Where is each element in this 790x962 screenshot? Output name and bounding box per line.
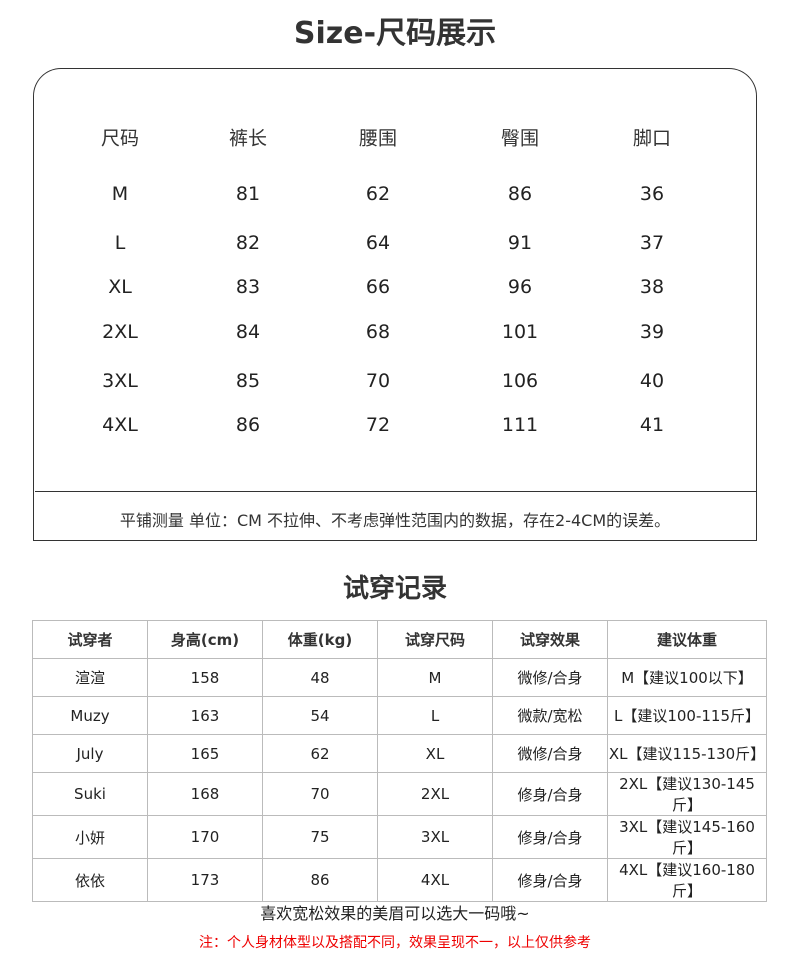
table-cell: XL: [108, 276, 132, 298]
column-header: 尺码: [100, 127, 140, 150]
table-cell: 86: [235, 414, 261, 436]
divider: [35, 491, 757, 492]
table-cell: 163: [147, 696, 263, 735]
table-cell: 84: [235, 321, 261, 343]
table-cell: Suki: [32, 772, 148, 816]
table-cell: 70: [262, 772, 378, 816]
table-cell: L: [377, 696, 493, 735]
column-header: 身高(cm): [147, 620, 263, 659]
table-cell: 4XL: [102, 414, 138, 436]
table-cell: 3XL: [102, 370, 138, 392]
table-cell: L: [114, 232, 126, 254]
column-header: 脚口: [632, 127, 672, 150]
table-cell: 62: [262, 734, 378, 773]
table-cell: 168: [147, 772, 263, 816]
table-cell: 2XL: [377, 772, 493, 816]
table-cell: 72: [365, 414, 391, 436]
table-cell: July: [32, 734, 148, 773]
table-cell: 173: [147, 858, 263, 902]
table-cell: 38: [639, 276, 665, 298]
table-cell: 86: [262, 858, 378, 902]
table-cell: 158: [147, 658, 263, 697]
measurement-note: 平铺测量 单位：CM 不拉伸、不考虑弹性范围内的数据，存在2-4CM的误差。: [119, 511, 671, 530]
column-header: 试穿者: [32, 620, 148, 659]
table-cell: XL: [377, 734, 493, 773]
table-cell: 修身/合身: [492, 815, 608, 859]
table-row: Suki 168 70 2XL 修身/合身 2XL【建议130-145斤】: [32, 772, 767, 816]
table-cell: 依依: [32, 858, 148, 902]
table-cell: 微款/宽松: [492, 696, 608, 735]
disclaimer: 注：个人身材体型以及搭配不同，效果呈现不一，以上仅供参考: [199, 935, 591, 951]
size-tip: 喜欢宽松效果的美眉可以选大一码哦~: [260, 904, 530, 923]
table-row: 渲渲 158 48 M 微修/合身 M【建议100以下】: [32, 658, 767, 697]
table-cell: 111: [501, 414, 539, 436]
table-cell: 40: [639, 370, 665, 392]
tryon-title: 试穿记录: [342, 574, 447, 604]
table-cell: 86: [507, 183, 533, 205]
table-row: 依依 173 86 4XL 修身/合身 4XL【建议160-180斤】: [32, 858, 767, 902]
table-cell: 41: [639, 414, 665, 436]
table-row: July 165 62 XL 微修/合身 XL【建议115-130斤】: [32, 734, 767, 773]
table-row: Muzy 163 54 L 微款/宽松 L【建议100-115斤】: [32, 696, 767, 735]
column-header: 臀围: [500, 127, 540, 150]
column-header: 腰围: [358, 127, 398, 150]
table-cell: 54: [262, 696, 378, 735]
column-header: 试穿尺码: [377, 620, 493, 659]
table-cell: 37: [639, 232, 665, 254]
table-cell: 39: [639, 321, 665, 343]
table-cell: 62: [365, 183, 391, 205]
table-cell: 4XL: [377, 858, 493, 902]
table-cell: 85: [235, 370, 261, 392]
divider: [33, 540, 757, 541]
table-cell: L【建议100-115斤】: [607, 696, 767, 735]
table-cell: 小妍: [32, 815, 148, 859]
page-title: Size-尺码展示: [293, 16, 497, 51]
size-table-box: [33, 68, 757, 541]
table-cell: 82: [235, 232, 261, 254]
table-cell: 81: [235, 183, 261, 205]
table-cell: 91: [507, 232, 533, 254]
table-row: 小妍 170 75 3XL 修身/合身 3XL【建议145-160斤】: [32, 815, 767, 859]
table-cell: XL【建议115-130斤】: [607, 734, 767, 773]
table-cell: 4XL【建议160-180斤】: [607, 858, 767, 902]
table-cell: 36: [639, 183, 665, 205]
table-cell: 68: [365, 321, 391, 343]
table-cell: 2XL: [102, 321, 138, 343]
table-cell: 83: [235, 276, 261, 298]
table-cell: 渲渲: [32, 658, 148, 697]
table-cell: 101: [501, 321, 539, 343]
table-cell: 修身/合身: [492, 858, 608, 902]
column-header: 试穿效果: [492, 620, 608, 659]
table-cell: 64: [365, 232, 391, 254]
table-cell: 微修/合身: [492, 734, 608, 773]
table-cell: M: [111, 183, 129, 205]
table-cell: 106: [501, 370, 539, 392]
table-cell: M【建议100以下】: [607, 658, 767, 697]
table-cell: 2XL【建议130-145斤】: [607, 772, 767, 816]
table-cell: 66: [365, 276, 391, 298]
table-cell: 70: [365, 370, 391, 392]
table-cell: 3XL: [377, 815, 493, 859]
column-header: 裤长: [228, 127, 268, 150]
tryon-table: 试穿者 身高(cm) 体重(kg) 试穿尺码 试穿效果 建议体重 渲渲 158 48 M 微修/合…: [32, 620, 767, 902]
table-cell: 170: [147, 815, 263, 859]
column-header: 体重(kg): [262, 620, 378, 659]
table-cell: Muzy: [32, 696, 148, 735]
table-cell: M: [377, 658, 493, 697]
table-cell: 3XL【建议145-160斤】: [607, 815, 767, 859]
table-cell: 96: [507, 276, 533, 298]
table-cell: 微修/合身: [492, 658, 608, 697]
column-header: 建议体重: [607, 620, 767, 659]
table-cell: 48: [262, 658, 378, 697]
table-cell: 165: [147, 734, 263, 773]
table-cell: 修身/合身: [492, 772, 608, 816]
table-cell: 75: [262, 815, 378, 859]
